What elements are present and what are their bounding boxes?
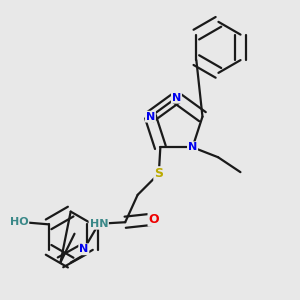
Text: S: S: [154, 167, 163, 180]
Text: N: N: [146, 112, 155, 122]
Text: N: N: [79, 244, 88, 254]
Text: HO: HO: [10, 217, 28, 227]
Text: O: O: [148, 213, 159, 226]
Text: N: N: [172, 93, 181, 103]
Text: N: N: [188, 142, 197, 152]
Text: HN: HN: [89, 219, 108, 229]
